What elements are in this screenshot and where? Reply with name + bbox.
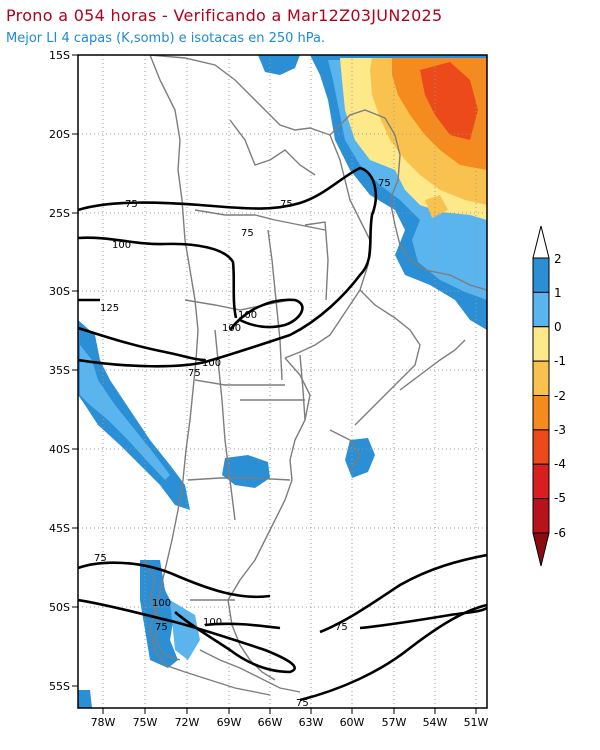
colorbar-label: -1 xyxy=(554,354,566,368)
lon-label: 63W xyxy=(299,716,324,729)
lon-label: 54W xyxy=(423,716,448,729)
colorbar-label: 2 xyxy=(554,252,562,266)
lat-label: 15S xyxy=(49,49,70,62)
lat-label: 35S xyxy=(49,364,70,377)
colorbar-label: -2 xyxy=(554,389,566,403)
isotach-contours xyxy=(78,166,487,702)
colorbar-label: 1 xyxy=(554,286,562,300)
colorbar-labels: 2 1 0 -1 -2 -3 -4 -5 -6 xyxy=(554,252,566,540)
coastlines-borders xyxy=(144,55,487,696)
isotach-label: 75 xyxy=(296,698,309,709)
li-shading-north-blob xyxy=(258,55,300,75)
isotach-label: 75 xyxy=(155,622,168,633)
isotach-label: 75 xyxy=(378,178,391,189)
lat-label: 55S xyxy=(49,680,70,693)
colorbar-cell xyxy=(532,257,550,293)
isotach-label: 75 xyxy=(335,622,348,633)
isotach-label: 100 xyxy=(222,323,241,334)
colorbar-cells xyxy=(532,257,550,534)
colorbar-cell xyxy=(532,395,550,431)
colorbar: 2 1 0 -1 -2 -3 -4 -5 -6 xyxy=(532,225,566,567)
colorbar-bottom-arrow xyxy=(532,532,550,567)
colorbar-label: -3 xyxy=(554,423,566,437)
lon-label: 72W xyxy=(175,716,200,729)
isotach-label: 100 xyxy=(203,617,222,628)
colorbar-cell xyxy=(532,326,550,362)
isotach-label: 75 xyxy=(125,199,138,210)
lon-label: 57W xyxy=(382,716,407,729)
lon-label: 51W xyxy=(464,716,489,729)
lon-label: 69W xyxy=(217,716,242,729)
lon-label: 66W xyxy=(258,716,283,729)
colorbar-cell xyxy=(532,463,550,500)
lat-label: 30S xyxy=(49,285,70,298)
isotach-label: 100 xyxy=(112,240,131,251)
isotach-label: 75 xyxy=(280,199,293,210)
lat-lon-grid xyxy=(78,55,487,708)
colorbar-label: -6 xyxy=(554,526,566,540)
longitude-labels: 78W 75W 72W 69W 66W 63W 60W 57W 54W 51W xyxy=(91,716,489,729)
lat-label: 20S xyxy=(49,128,70,141)
colorbar-cell xyxy=(532,360,550,396)
chart-title: Prono a 054 horas - Verificando a Mar12Z… xyxy=(6,6,443,25)
isotach-label: 100 xyxy=(202,358,221,369)
isotach-label: 75 xyxy=(188,368,201,379)
colorbar-cell xyxy=(532,429,550,465)
axis-ticks xyxy=(72,54,477,714)
isotach-label: 75 xyxy=(241,228,254,239)
colorbar-cell xyxy=(532,291,550,328)
colorbar-label: -5 xyxy=(554,491,566,505)
isotach-label: 125 xyxy=(100,303,119,314)
li-shading-west xyxy=(78,320,190,708)
lat-label: 50S xyxy=(49,601,70,614)
colorbar-label: 0 xyxy=(554,320,562,334)
chart-subtitle: Mejor LI 4 capas (K,somb) e isotacas en … xyxy=(6,31,326,46)
colorbar-label: -4 xyxy=(554,457,566,471)
map-border xyxy=(77,54,488,709)
latitude-labels: 15S 20S 25S 30S 35S 40S 45S 50S 55S xyxy=(49,49,70,693)
colorbar-top-arrow xyxy=(532,225,550,259)
isotach-label: 100 xyxy=(238,310,257,321)
li-shading-northeast xyxy=(310,55,487,330)
lon-label: 78W xyxy=(91,716,116,729)
lat-label: 25S xyxy=(49,207,70,220)
isotach-label: 75 xyxy=(94,553,107,564)
li-shading-patagonia-blob xyxy=(222,455,270,488)
isotach-labels: 75 100 125 75 100 75 75 100 100 75 100 7… xyxy=(94,178,391,709)
lon-label: 75W xyxy=(133,716,158,729)
isotach-label: 100 xyxy=(152,598,171,609)
colorbar-cell xyxy=(532,498,550,534)
lat-label: 40S xyxy=(49,443,70,456)
lat-label: 45S xyxy=(49,522,70,535)
li-shading-south-andes xyxy=(140,560,178,668)
lon-label: 60W xyxy=(340,716,365,729)
